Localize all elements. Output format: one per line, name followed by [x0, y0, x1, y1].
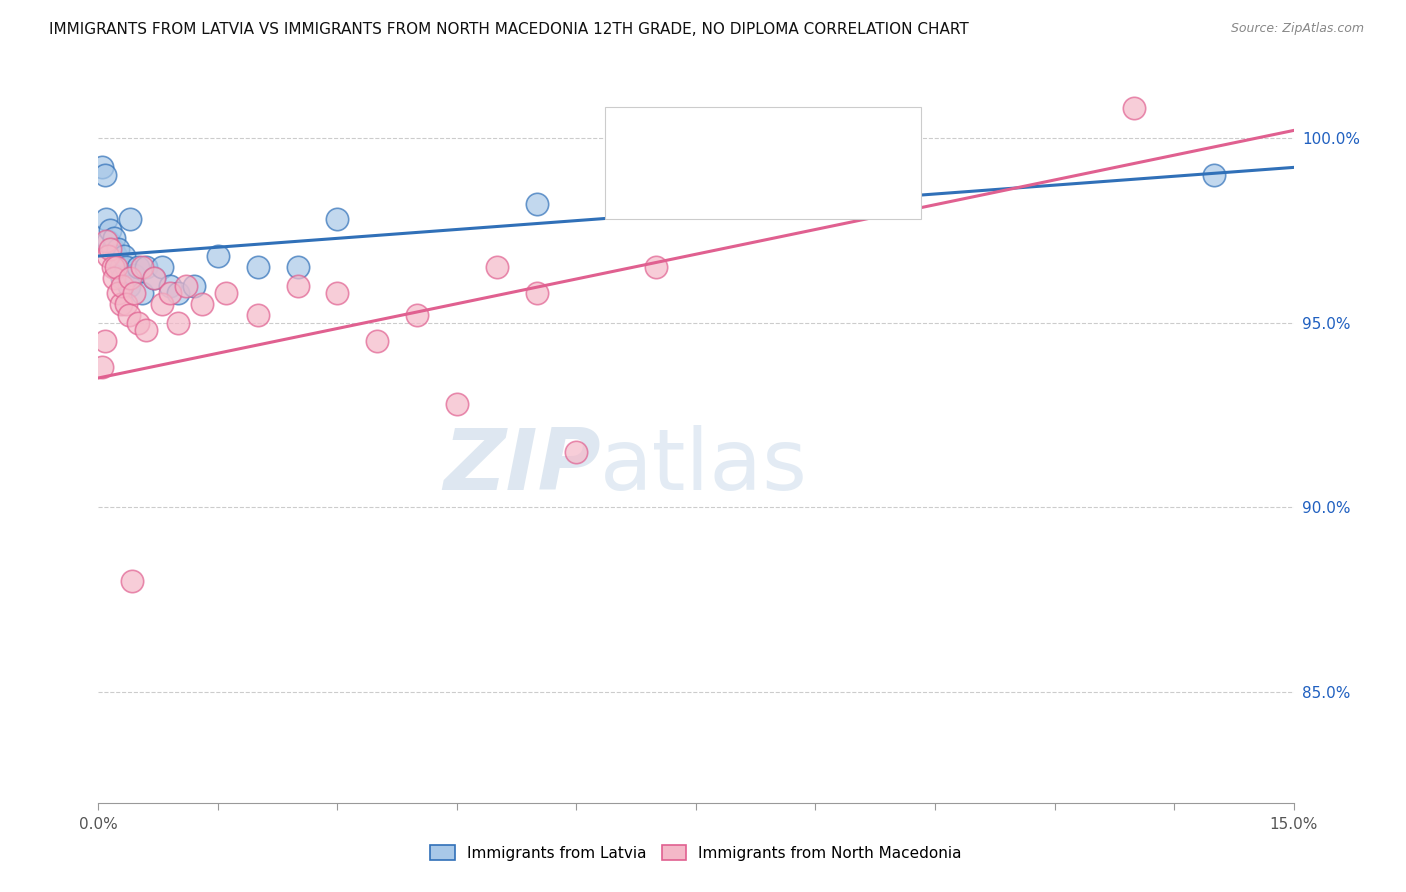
Text: Source: ZipAtlas.com: Source: ZipAtlas.com [1230, 22, 1364, 36]
Point [97, 249, 120, 263]
Point [446, 397, 468, 411]
Point [150, 297, 173, 311]
Point [565, 445, 588, 459]
Point [326, 212, 349, 227]
Point [215, 285, 238, 300]
Point [135, 260, 157, 274]
Point [111, 278, 134, 293]
Point [98, 223, 122, 237]
Point [127, 260, 149, 274]
Point [98, 242, 122, 256]
Point [110, 297, 132, 311]
Text: ZIP: ZIP [443, 425, 600, 508]
Point [526, 197, 548, 211]
Text: 0.182: 0.182 [696, 139, 754, 157]
Point [121, 574, 143, 589]
Point [120, 271, 142, 285]
Point [110, 260, 132, 274]
Point [485, 260, 508, 274]
Point [118, 308, 141, 322]
Legend: Immigrants from Latvia, Immigrants from North Macedonia: Immigrants from Latvia, Immigrants from … [423, 837, 969, 868]
Point [406, 308, 429, 322]
Point [104, 249, 127, 263]
Text: R =: R = [668, 184, 707, 202]
Point [183, 278, 205, 293]
Point [150, 260, 173, 274]
Point [167, 316, 190, 330]
Point [526, 285, 548, 300]
Point [115, 260, 138, 274]
Text: atlas: atlas [600, 425, 808, 508]
Point [107, 242, 129, 256]
Point [112, 249, 135, 263]
Point [96, 212, 118, 227]
Point [246, 308, 269, 322]
Point [366, 334, 388, 348]
Point [143, 271, 166, 285]
Point [143, 271, 166, 285]
Point [120, 212, 142, 227]
Point [118, 278, 141, 293]
Point [191, 297, 214, 311]
Point [246, 260, 269, 274]
Point [645, 149, 668, 163]
Point [326, 285, 349, 300]
Point [1202, 168, 1225, 182]
Text: N =: N = [752, 139, 792, 157]
Point [104, 260, 127, 274]
Point [131, 285, 153, 300]
Point [91, 359, 114, 374]
Text: N =: N = [752, 184, 792, 202]
Point [159, 278, 181, 293]
Point [159, 285, 181, 300]
Point [287, 260, 309, 274]
Text: 37: 37 [783, 184, 808, 202]
Point [107, 285, 129, 300]
Point [287, 278, 309, 293]
Point [167, 285, 190, 300]
Text: 0.477: 0.477 [696, 184, 752, 202]
Point [174, 278, 197, 293]
Point [645, 260, 668, 274]
Point [127, 316, 149, 330]
Point [111, 271, 134, 285]
Point [135, 323, 157, 337]
Text: 31: 31 [783, 139, 808, 157]
Point [1123, 101, 1146, 115]
Point [115, 297, 138, 311]
Point [91, 161, 114, 175]
Point [101, 260, 124, 274]
Point [207, 249, 229, 263]
Point [94, 168, 117, 182]
Point [96, 235, 118, 249]
Point [131, 260, 153, 274]
Text: IMMIGRANTS FROM LATVIA VS IMMIGRANTS FROM NORTH MACEDONIA 12TH GRADE, NO DIPLOMA: IMMIGRANTS FROM LATVIA VS IMMIGRANTS FRO… [49, 22, 969, 37]
Point [103, 271, 125, 285]
Point [124, 285, 146, 300]
Text: R =: R = [668, 139, 707, 157]
Point [94, 334, 117, 348]
Point [103, 230, 125, 244]
Point [124, 268, 146, 282]
Point [97, 235, 120, 249]
Point [101, 242, 124, 256]
